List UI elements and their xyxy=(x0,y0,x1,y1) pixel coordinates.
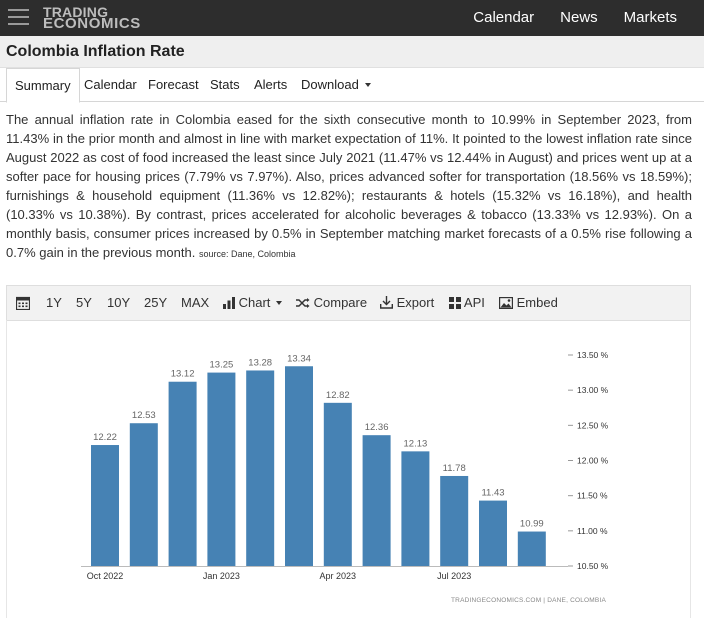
tab-download[interactable]: Download xyxy=(301,68,371,102)
bar-value-label: 13.34 xyxy=(287,353,311,364)
calendar-range-button[interactable] xyxy=(15,286,31,320)
chart-bar xyxy=(168,381,197,566)
chart-bar xyxy=(401,451,430,566)
y-tick-label: 12.50 % xyxy=(577,420,609,430)
range-10y-button[interactable]: 10Y xyxy=(107,295,131,310)
bar-value-label: 10.99 xyxy=(520,519,544,530)
chart-type-button[interactable]: Chart xyxy=(223,286,283,320)
site-logo[interactable]: TRADING ECONOMICS xyxy=(43,4,141,32)
download-icon xyxy=(380,296,393,309)
x-tick-label: Apr 2023 xyxy=(320,571,357,581)
range-5y-button[interactable]: 5Y xyxy=(76,295,92,310)
tab-summary[interactable]: Summary xyxy=(6,68,80,103)
chart-bar xyxy=(362,435,391,566)
bar-value-label: 12.36 xyxy=(365,422,389,433)
y-tick-label: 13.50 % xyxy=(577,350,609,360)
bar-value-label: 12.22 xyxy=(93,432,117,443)
bar-value-label: 13.12 xyxy=(171,369,195,380)
page-title: Colombia Inflation Rate xyxy=(6,43,185,60)
api-button[interactable]: API xyxy=(449,286,485,320)
tab-download-label: Download xyxy=(301,77,359,92)
tab-forecast[interactable]: Forecast xyxy=(148,77,199,92)
bar-value-label: 13.25 xyxy=(210,360,234,371)
logo-line-2: ECONOMICS xyxy=(43,15,141,32)
export-button[interactable]: Export xyxy=(380,286,434,320)
chart-bar xyxy=(517,531,546,566)
shuffle-icon xyxy=(296,297,310,308)
y-tick-label: 12.00 % xyxy=(577,456,609,466)
caret-down-icon xyxy=(276,300,283,305)
x-tick-label: Jan 2023 xyxy=(203,571,240,581)
chart-bar xyxy=(91,445,119,566)
compare-label: Compare xyxy=(313,295,368,310)
top-navbar: TRADING ECONOMICS Calendar News Markets xyxy=(0,0,704,36)
image-icon xyxy=(499,296,514,309)
inflation-bar-chart: 12.22 12.53 13.12 13.25 13.28 13.34 12.82 12.36… xyxy=(81,350,609,604)
bar-value-label: 11.43 xyxy=(481,488,504,499)
y-tick-label: 10.50 % xyxy=(577,561,609,571)
x-tick-label: Jul 2023 xyxy=(437,571,471,581)
nav-markets[interactable]: Markets xyxy=(623,9,677,26)
embed-button[interactable]: Embed xyxy=(499,286,558,320)
chart-bar xyxy=(129,423,158,566)
top-nav: Calendar News Markets xyxy=(460,0,704,36)
embed-label: Embed xyxy=(516,295,558,310)
chart-toolbar: 1Y 5Y 10Y 25Y MAX Chart Compare Export A… xyxy=(6,285,691,321)
y-tick-label: 11.00 % xyxy=(577,526,608,536)
chart-bar xyxy=(207,372,236,566)
title-bar: Colombia Inflation Rate xyxy=(0,36,704,68)
chart-bar xyxy=(323,402,352,566)
tab-calendar[interactable]: Calendar xyxy=(84,77,137,92)
y-tick-label: 11.50 % xyxy=(577,491,608,501)
api-label: API xyxy=(463,295,485,310)
x-tick-label: Oct 2022 xyxy=(87,571,124,581)
range-max-button[interactable]: MAX xyxy=(181,295,210,310)
range-1y-button[interactable]: 1Y xyxy=(46,295,62,310)
tab-stats[interactable]: Stats xyxy=(210,77,240,92)
range-25y-button[interactable]: 25Y xyxy=(144,295,168,310)
tab-bar: Summary Calendar Forecast Stats Alerts D… xyxy=(0,68,704,103)
calendar-icon xyxy=(15,296,31,310)
chart-bar xyxy=(285,366,313,566)
bar-value-label: 13.28 xyxy=(248,357,272,368)
bar-value-label: 12.53 xyxy=(132,410,156,421)
summary-description: The annual inflation rate in Colombia ea… xyxy=(6,110,692,264)
chart-bar xyxy=(479,500,507,566)
bar-value-label: 12.82 xyxy=(326,390,350,401)
bar-chart-icon xyxy=(223,296,235,309)
compare-button[interactable]: Compare xyxy=(296,286,367,320)
grid-icon xyxy=(449,296,461,309)
hamburger-menu-icon[interactable] xyxy=(8,9,29,27)
caret-down-icon xyxy=(364,82,371,87)
bar-value-label: 12.13 xyxy=(404,438,428,449)
export-label: Export xyxy=(396,295,435,310)
summary-text: The annual inflation rate in Colombia ea… xyxy=(6,112,692,260)
chart-bar xyxy=(246,370,275,566)
summary-source: source: Dane, Colombia xyxy=(198,249,296,259)
logo-line-1: TRADING xyxy=(43,4,109,20)
nav-news[interactable]: News xyxy=(560,9,598,26)
bar-value-label: 11.78 xyxy=(443,463,466,474)
chart-credit: TRADINGECONOMICS.COM | DANE, COLOMBIA xyxy=(451,597,606,604)
nav-calendar[interactable]: Calendar xyxy=(473,9,535,26)
chart-type-label: Chart xyxy=(238,295,271,310)
chart-bar xyxy=(440,475,469,566)
y-tick-label: 13.00 % xyxy=(577,385,609,395)
chart-container: 12.22 12.53 13.12 13.25 13.28 13.34 12.82 12.36… xyxy=(6,320,691,618)
tab-alerts[interactable]: Alerts xyxy=(254,77,288,92)
